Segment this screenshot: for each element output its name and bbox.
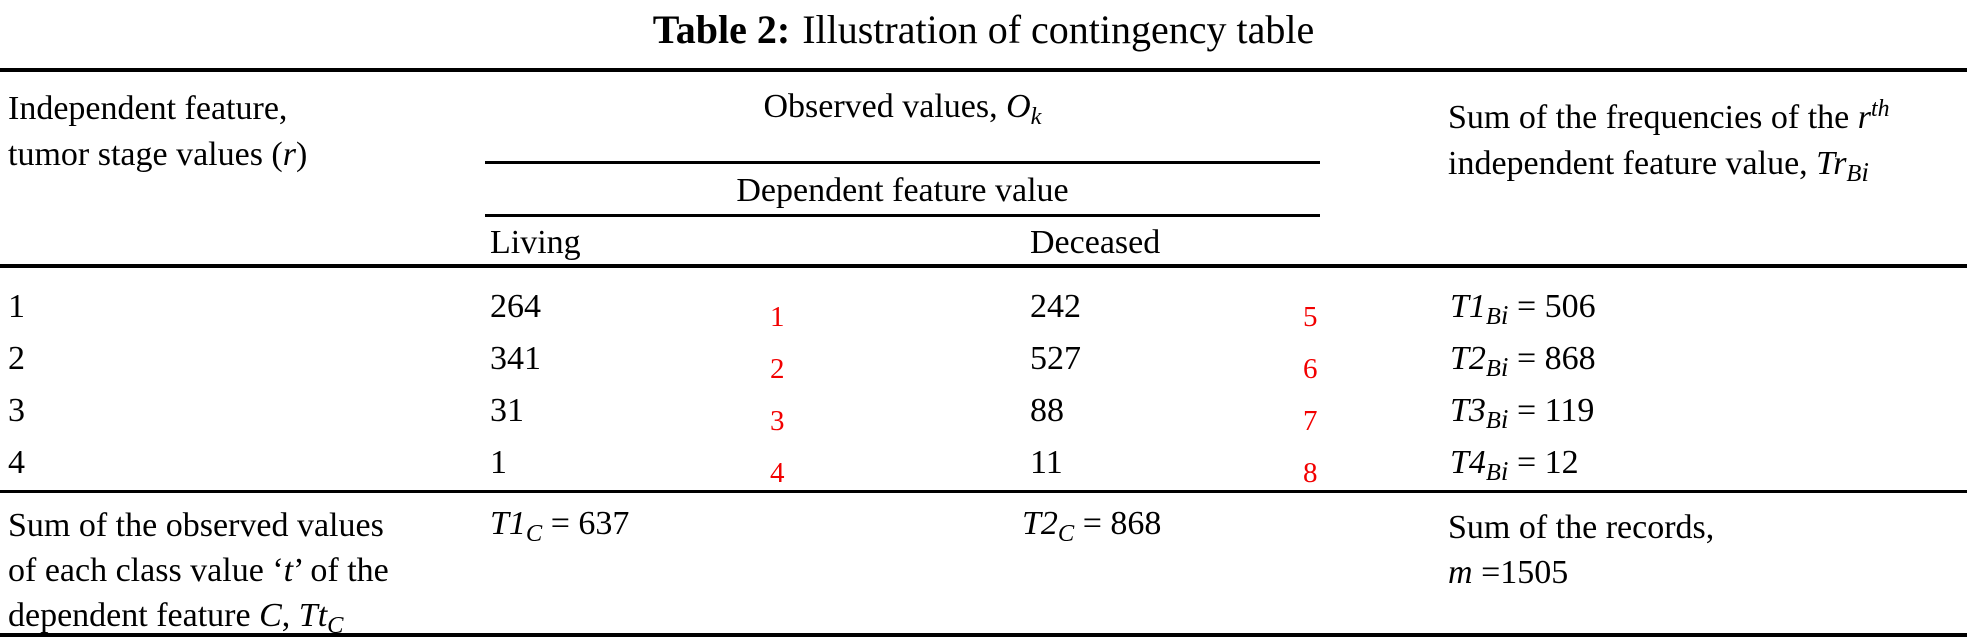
- column-header-sum-frequencies: Sum of the frequencies of the rth indepe…: [1448, 86, 1963, 197]
- rule-under-dependent-feature: [485, 214, 1320, 217]
- symbol-O: O: [1006, 88, 1031, 125]
- cell-deceased-count: 527: [1030, 340, 1081, 377]
- cell-annotation-number: 3: [770, 405, 785, 437]
- cell-deceased-count: 11: [1030, 444, 1063, 481]
- footer-row-header: Sum of the observed values of each class…: [8, 503, 389, 642]
- independent-feature-line2: tumor stage values (r): [8, 136, 308, 173]
- cell-living-count: 31: [490, 392, 524, 429]
- rule-top: [0, 68, 1967, 72]
- footer-deceased-total: T2C = 868: [1022, 505, 1162, 547]
- cell-deceased-count: 242: [1030, 288, 1081, 325]
- cell-annotation-number: 5: [1303, 301, 1318, 333]
- cell-annotation-number: 7: [1303, 405, 1318, 437]
- rule-under-header: [0, 264, 1967, 268]
- cell-row-sum: T1Bi = 506: [1450, 288, 1596, 330]
- subscript-B: B: [1846, 159, 1862, 187]
- sum-frequencies-line1: Sum of the frequencies of the rth: [1448, 96, 1890, 136]
- rule-above-footer: [0, 490, 1967, 493]
- superscript-th: th: [1871, 96, 1890, 122]
- symbol-C: C: [259, 597, 282, 634]
- table-caption-text: Illustration of contingency table: [802, 7, 1315, 52]
- footer-grand-total-line1: Sum of the records,: [1448, 509, 1715, 546]
- cell-stage: 4: [8, 444, 25, 481]
- cell-living-count: 341: [490, 340, 541, 377]
- symbol-Tr: Tr: [1816, 144, 1847, 182]
- subscript-i: i: [1861, 156, 1869, 187]
- cell-annotation-number: 4: [770, 457, 785, 489]
- footer-row-header-line2: of each class value ‘t’ of the: [8, 552, 389, 589]
- cell-annotation-number: 1: [770, 301, 785, 333]
- subscript-k: k: [1030, 102, 1042, 130]
- cell-annotation-number: 6: [1303, 353, 1318, 385]
- cell-row-sum: T3Bi = 119: [1450, 392, 1595, 434]
- cell-row-sum: T4Bi = 12: [1450, 444, 1579, 486]
- cell-annotation-number: 8: [1303, 457, 1318, 489]
- symbol-t: t: [283, 552, 294, 589]
- column-header-living: Living: [490, 224, 581, 261]
- footer-row-header-line3: dependent feature C, TtC: [8, 597, 344, 639]
- footer-grand-total-line2: m =1505: [1448, 554, 1569, 591]
- rule-bottom: [0, 633, 1967, 637]
- cell-row-sum: T2Bi = 868: [1450, 340, 1596, 382]
- column-header-dependent-feature-value: Dependent feature value: [736, 172, 1069, 209]
- symbol-r: r: [1857, 98, 1871, 136]
- column-header-independent-feature: Independent feature, tumor stage values …: [8, 86, 307, 178]
- table-caption: Table 2: Illustration of contingency tabl…: [0, 6, 1967, 53]
- cell-living-count: 264: [490, 288, 541, 325]
- cell-annotation-number: 2: [770, 353, 785, 385]
- subscript-C: C: [327, 611, 344, 639]
- sum-frequencies-line2: independent feature value, TrBi: [1448, 144, 1869, 187]
- independent-feature-line1: Independent feature,: [8, 90, 288, 127]
- cell-stage: 1: [8, 288, 25, 325]
- column-header-observed-values: Observed values, Ok: [763, 88, 1042, 130]
- cell-deceased-count: 88: [1030, 392, 1064, 429]
- table-caption-label: Table 2:: [652, 7, 791, 52]
- symbol-Tt: Tt: [298, 597, 328, 634]
- footer-grand-total: Sum of the records, m =1505: [1448, 505, 1714, 595]
- cell-stage: 2: [8, 340, 25, 377]
- column-header-deceased: Deceased: [1030, 224, 1161, 261]
- cell-living-count: 1: [490, 444, 507, 481]
- rule-under-observed-values: [485, 161, 1320, 164]
- footer-living-total: T1C = 637: [490, 505, 630, 547]
- cell-stage: 3: [8, 392, 25, 429]
- symbol-m: m: [1448, 554, 1473, 591]
- footer-row-header-line1: Sum of the observed values: [8, 507, 384, 544]
